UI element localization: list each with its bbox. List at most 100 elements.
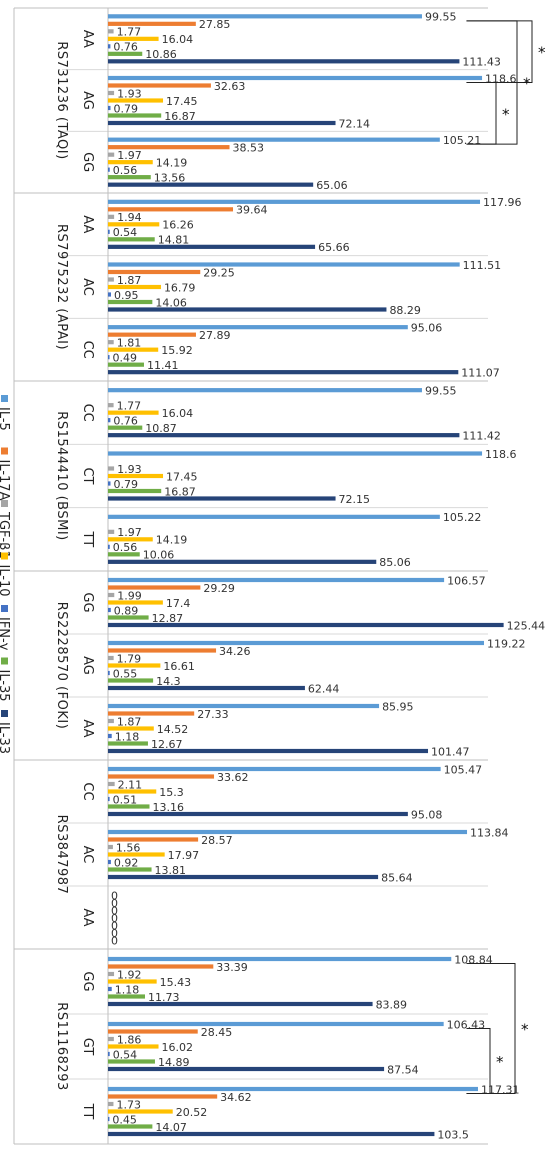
bar-il-5 — [108, 199, 481, 204]
bar-il-17a — [108, 837, 199, 842]
significance-star: * — [538, 44, 546, 62]
genotype-label: AG — [80, 656, 95, 675]
data-label: 16.26 — [162, 219, 194, 232]
genotype-label: AA — [80, 719, 95, 737]
bar-il-33 — [108, 748, 429, 754]
genotype-label: CC — [80, 782, 95, 800]
bar-il-10 — [108, 36, 159, 41]
bar-tgf-1 — [108, 90, 115, 96]
data-label: 0.54 — [113, 1048, 138, 1061]
snp-label: RS7975232 (APAI) — [54, 224, 69, 350]
bar-il-10 — [108, 222, 160, 227]
data-label: 29.25 — [203, 266, 235, 279]
data-label: 14.06 — [155, 296, 187, 309]
data-label: 0 — [111, 934, 118, 947]
bar-il-35 — [108, 867, 152, 872]
significance-star: * — [502, 105, 510, 123]
bar-il-5 — [108, 703, 380, 709]
data-label: 101.47 — [431, 745, 470, 758]
bar-il-5 — [108, 137, 440, 142]
genotype-label: TT — [80, 1103, 95, 1120]
data-label: 113.84 — [470, 826, 509, 839]
bar-il-35 — [108, 804, 150, 809]
genotype-label: GT — [80, 1038, 95, 1056]
data-label: 16.79 — [164, 281, 196, 294]
data-label: 111.51 — [463, 259, 502, 272]
bar-il-35 — [108, 175, 151, 180]
bar-il-5 — [108, 514, 440, 519]
legend-swatch — [1, 500, 8, 507]
data-label: 16.61 — [163, 660, 195, 673]
data-label: 0.89 — [114, 604, 138, 617]
bar-il-33 — [108, 1131, 435, 1137]
bar-il-10 — [108, 1044, 159, 1049]
data-label: 0 — [111, 927, 118, 940]
bar-ifn- — [108, 859, 111, 865]
bar-il-17a — [108, 711, 195, 716]
data-label: 85.06 — [379, 556, 411, 569]
data-label: 111.42 — [462, 429, 501, 442]
genotype-label: CC — [80, 341, 95, 359]
data-label: 87.54 — [387, 1063, 419, 1076]
bar-il-5 — [108, 14, 422, 19]
legend-swatch — [1, 447, 8, 455]
data-label: 0.51 — [113, 793, 138, 806]
bar-il-17a — [108, 21, 196, 26]
bar-il-10 — [108, 789, 157, 794]
bar-ifn- — [108, 355, 110, 360]
bar-tgf-1 — [108, 1036, 114, 1042]
bar-tgf-1 — [108, 844, 113, 850]
bar-il-33 — [108, 370, 459, 375]
data-label: 16.04 — [162, 33, 194, 46]
bar-il-33 — [108, 811, 408, 817]
bar-tgf-1 — [108, 277, 114, 282]
data-label: 14.3 — [156, 675, 181, 688]
data-label: 1.77 — [117, 26, 142, 39]
bar-il-33 — [108, 307, 387, 312]
data-label: 95.06 — [411, 321, 443, 334]
data-label: 15.92 — [161, 344, 193, 357]
data-label: 0 — [111, 919, 118, 932]
data-label: 1.94 — [117, 211, 142, 224]
data-label: 0.49 — [113, 351, 137, 364]
bar-tgf-1 — [108, 29, 114, 34]
legend-label: IFN-γ — [0, 617, 11, 651]
bar-tgf-1 — [108, 466, 115, 471]
bar-ifn- — [108, 986, 112, 992]
bar-il-33 — [108, 1066, 385, 1072]
data-label: 125.44 — [507, 619, 546, 632]
significance-bracket — [466, 1028, 491, 1094]
bar-il-35 — [108, 994, 145, 999]
data-label: 88.29 — [389, 304, 421, 317]
data-label: 0 — [111, 889, 118, 902]
bar-ifn- — [108, 229, 110, 234]
data-label: 1.77 — [117, 399, 142, 412]
bar-il-35 — [108, 615, 149, 620]
data-label: 1.99 — [117, 589, 142, 602]
data-label: 1.18 — [115, 730, 139, 743]
bar-ifn- — [108, 1051, 110, 1057]
data-label: 117.31 — [481, 1083, 519, 1096]
snp-label: RS3847987 — [54, 815, 69, 895]
bar-il-10 — [108, 663, 161, 668]
bar-il-5 — [108, 1021, 444, 1027]
data-label: 17.45 — [166, 470, 198, 483]
data-label: 111.07 — [461, 366, 500, 379]
bar-il-10 — [108, 284, 161, 290]
data-label: 27.89 — [199, 329, 231, 342]
data-label: 85.64 — [381, 871, 413, 884]
bar-il-33 — [108, 559, 377, 564]
data-labels: 99.55 27.85 1.77 16.04 0.76 10.86 111.43 118.6 3… — [111, 11, 545, 1142]
data-label: 0 — [111, 912, 118, 925]
significance-annotations: * * * * * — [466, 20, 546, 1094]
bar-il-35 — [108, 678, 154, 683]
bar-il-10 — [108, 852, 165, 857]
snp-label: RS2228570 (FOKI) — [54, 602, 69, 730]
bar-tgf-1 — [108, 529, 115, 534]
bar-il-17a — [108, 648, 217, 653]
genotype-label: AA — [80, 30, 95, 48]
bar-il-10 — [108, 98, 164, 103]
bar-il-10 — [108, 600, 163, 605]
legend-label: IL-5 — [0, 407, 11, 431]
